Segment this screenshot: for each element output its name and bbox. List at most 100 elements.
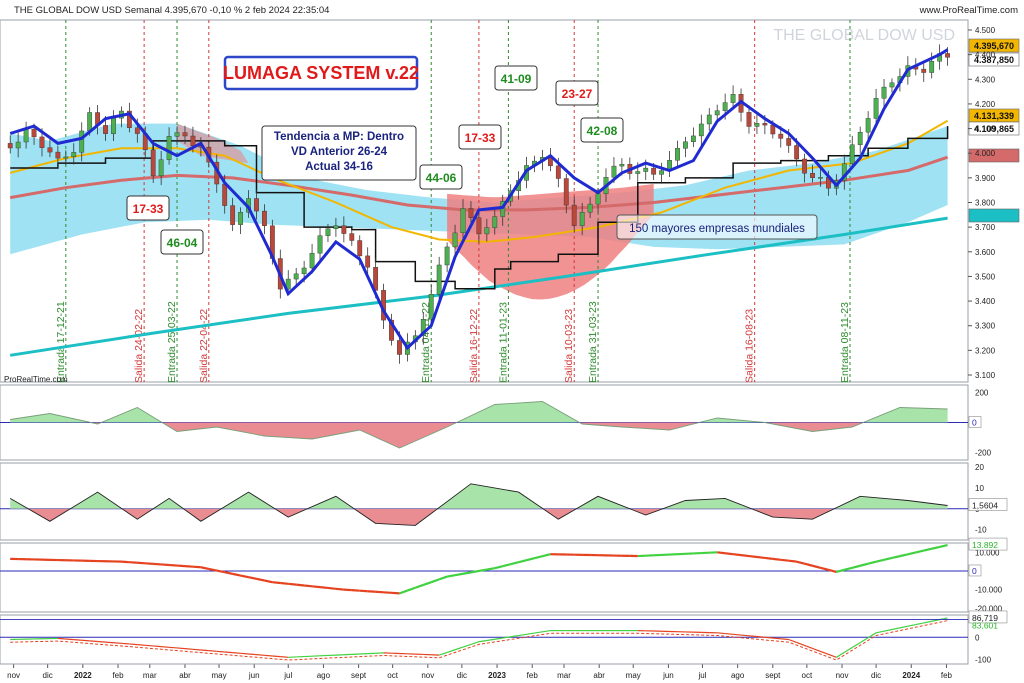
indicator-segment: [97, 640, 106, 643]
indicator-segment: [470, 641, 480, 645]
indicator-segment: [153, 645, 162, 648]
candle-body: [468, 208, 474, 218]
candle-body: [428, 293, 434, 320]
indicator-tick-label: 200: [975, 389, 989, 398]
month-label: dic: [43, 671, 53, 680]
indicator-segment: [820, 650, 829, 655]
candle-body: [619, 164, 625, 167]
indicator-segment: [788, 638, 797, 644]
candle-body: [174, 132, 180, 137]
indicator-segment: [113, 642, 122, 644]
candle-body: [746, 112, 752, 127]
month-label: 2023: [488, 671, 506, 680]
indicator-segment: [73, 639, 82, 641]
candle-body: [651, 167, 657, 175]
chart-title: THE GLOBAL DOW USD Semanal 4.395,670 -0,…: [14, 5, 329, 16]
candle-body: [254, 198, 259, 212]
price-tick-label: 4.500: [975, 26, 996, 35]
candle-body: [15, 141, 21, 149]
signal-label: Entrada 17-12-21: [55, 301, 67, 383]
candle-body: [778, 133, 784, 139]
indicator-segment: [192, 648, 201, 651]
candle-body: [7, 143, 13, 149]
indicator-segment: [208, 650, 217, 652]
indicator-segment: [883, 628, 893, 632]
indicator-segment: [875, 630, 885, 634]
note-box: [616, 214, 818, 240]
red-cloud-small: [177, 123, 249, 164]
score-box: [580, 117, 624, 143]
indicator-segment: [232, 652, 241, 654]
candle-body: [357, 240, 363, 257]
candle-body: [71, 152, 77, 158]
indicator-fill-negative: [10, 508, 948, 526]
indicator-segment: [343, 588, 352, 592]
price-tick-label: 4.200: [975, 100, 996, 109]
price-tick-label: 3.600: [975, 248, 996, 257]
indicator-segment: [486, 567, 495, 571]
indicator-segment: [725, 632, 734, 635]
indicator-segment: [756, 555, 765, 560]
candle-body: [452, 232, 458, 248]
indicator-segment: [899, 625, 908, 629]
indicator-segment: [915, 549, 924, 554]
indicator-segment: [414, 583, 424, 589]
candle-body: [714, 110, 720, 116]
month-label: jul: [283, 671, 292, 680]
score-text: 41-09: [501, 72, 532, 86]
candle-body: [754, 123, 760, 127]
price-badge-label: 4.109,865: [974, 124, 1014, 134]
indicator-segment: [796, 560, 805, 565]
indicator-segment: [859, 562, 869, 567]
indicator-segment: [192, 565, 201, 569]
smoothed-blue-line: [9, 48, 949, 351]
system-title: LUMAGA SYSTEM v.22: [223, 63, 419, 83]
indicator-segment: [756, 635, 765, 638]
indicator-tick-label: 10.000: [975, 548, 1000, 557]
indicator-segment: [208, 567, 217, 572]
signal-label: Salida 10-03-23: [563, 309, 575, 383]
indicator-segment: [153, 562, 162, 566]
candle-body: [182, 132, 188, 137]
candle-body: [484, 227, 490, 235]
system-title-box: [223, 55, 419, 91]
candle-body: [762, 123, 768, 126]
candle-body: [675, 148, 680, 161]
candle-body: [587, 203, 593, 213]
brand-link[interactable]: www.ProRealTime.com: [919, 5, 1018, 16]
indicator-segment: [542, 629, 551, 633]
candle-body: [492, 216, 498, 228]
candle-body: [849, 144, 855, 164]
candle-body: [659, 170, 664, 175]
candle-body: [770, 124, 776, 135]
indicator-segment: [176, 564, 186, 568]
indicator-segment: [867, 560, 877, 565]
indicator-segment: [534, 555, 543, 560]
candle-body: [865, 118, 871, 133]
month-label: sept: [351, 671, 367, 680]
candle-body: [889, 82, 895, 88]
indicator-segment: [264, 579, 273, 584]
indicator-segment: [169, 563, 178, 567]
candle-body: [595, 193, 601, 205]
indicator-segment: [828, 653, 837, 658]
indicator-segment: [280, 581, 289, 585]
candle-body: [47, 147, 53, 153]
indicator-tick-label: 10: [975, 484, 984, 493]
candle-body: [389, 319, 394, 341]
annotation-layer: LUMAGA SYSTEM v.22 Tendencia a MP: Dentro…: [126, 38, 1020, 255]
month-label: mar: [557, 671, 571, 680]
indicator-segment: [931, 545, 940, 550]
month-label: nov: [7, 671, 20, 680]
indicator-segment: [843, 647, 853, 653]
indicator-segment: [145, 562, 154, 565]
indicator-segment: [772, 637, 781, 640]
indicator-segment: [129, 561, 138, 564]
month-label: 2024: [902, 671, 920, 680]
indicator-segment: [748, 554, 758, 559]
indicator-segment: [733, 633, 742, 636]
indicator-line: [10, 401, 948, 449]
signal-label: Salida 24-02-22: [133, 309, 145, 383]
score-box: [555, 80, 599, 106]
indicator-segment: [105, 641, 114, 644]
